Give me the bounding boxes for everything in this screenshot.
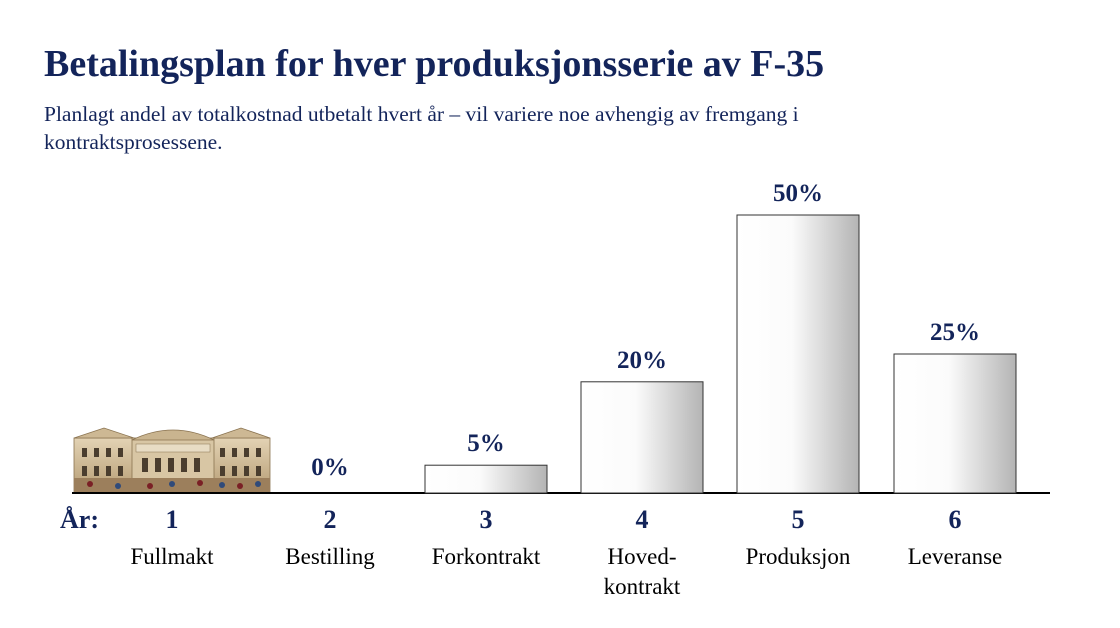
year-tick-3: 3 — [480, 505, 493, 534]
year-tick-5: 5 — [792, 505, 805, 534]
category-label-year-4: Hoved-kontrakt — [604, 544, 681, 599]
year-tick-2: 2 — [324, 505, 337, 534]
parliament-building-image — [73, 427, 271, 493]
category-label-year-5: Produksjon — [746, 544, 851, 569]
category-label-year-1: Fullmakt — [130, 544, 214, 569]
year-axis-label: År: — [60, 505, 99, 534]
bar-year-5 — [736, 214, 860, 494]
value-label-year-3: 5% — [467, 430, 505, 457]
value-label-year-5: 50% — [773, 180, 823, 207]
chart-title: Betalingsplan for hver produksjonsserie … — [44, 43, 825, 85]
value-label-year-4: 20% — [617, 347, 667, 374]
value-label-year-2: 0% — [311, 454, 349, 481]
bar-year-6 — [893, 353, 1017, 494]
category-label-year-3: Forkontrakt — [432, 544, 541, 569]
category-label-year-2: Bestilling — [285, 544, 375, 569]
year-tick-4: 4 — [636, 505, 649, 534]
bar-year-4 — [580, 381, 704, 494]
year-tick-6: 6 — [949, 505, 962, 534]
year-tick-1: 1 — [166, 505, 179, 534]
chart-subtitle: Planlagt andel av totalkostnad utbetalt … — [44, 102, 799, 154]
bar-year-3 — [424, 464, 548, 494]
value-label-year-6: 25% — [930, 319, 980, 346]
category-label-year-6: Leveranse — [908, 544, 1003, 569]
